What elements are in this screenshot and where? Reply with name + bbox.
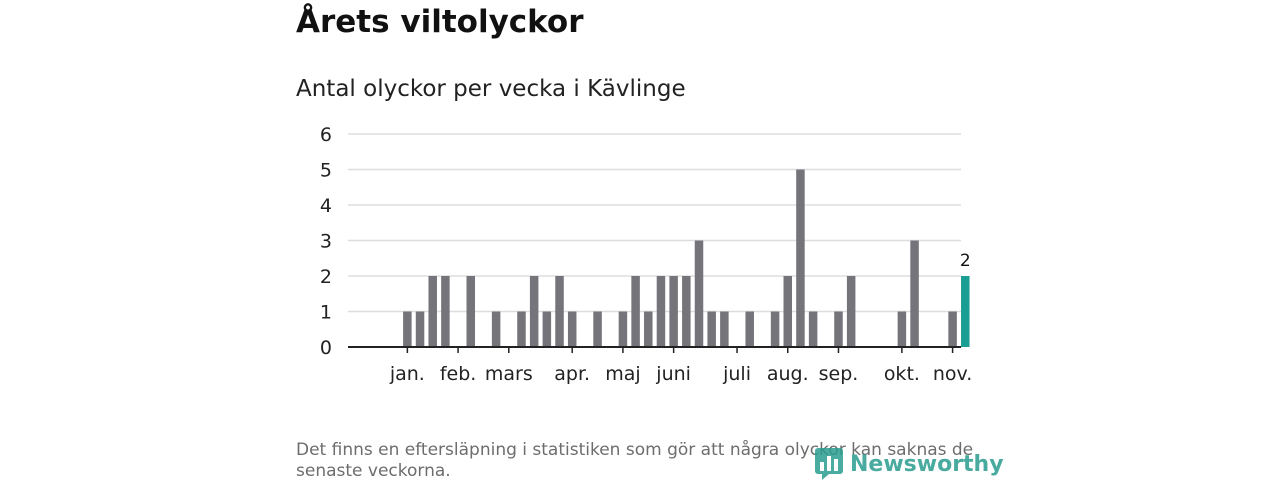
bar (517, 311, 526, 347)
x-tick-label: sep. (819, 363, 859, 385)
bar (783, 276, 793, 347)
bar (808, 311, 818, 347)
bar (770, 311, 780, 347)
bar (542, 311, 552, 347)
x-tick-label: nov. (933, 363, 972, 385)
bar (567, 311, 577, 347)
y-tick-label: 0 (320, 337, 332, 359)
x-tick-label: okt. (884, 363, 920, 385)
bar-value-label: 2 (960, 251, 971, 271)
y-tick-label: 1 (320, 302, 332, 324)
bar (669, 276, 678, 347)
bar (948, 311, 957, 347)
bar (644, 311, 653, 347)
bar (415, 311, 425, 347)
x-tick-label: apr. (554, 363, 590, 385)
bar (846, 276, 856, 347)
bar (745, 311, 754, 347)
y-tick-label: 2 (320, 266, 332, 288)
chart-subtitle: Antal olyckor per vecka i Kävlinge (296, 76, 686, 102)
bar (720, 311, 729, 347)
bar (834, 311, 843, 347)
bar (428, 276, 437, 347)
page-title: Årets viltolyckor (296, 4, 584, 40)
bar (656, 276, 666, 347)
y-tick-label: 6 (320, 124, 332, 146)
bar (897, 311, 907, 347)
bar (555, 276, 564, 347)
bar (466, 276, 476, 347)
y-tick-label: 3 (320, 231, 332, 253)
brand-logo[interactable]: Newsworthy (814, 446, 1004, 482)
y-tick-label: 5 (320, 160, 332, 182)
bar (491, 311, 501, 347)
x-tick-label: aug. (767, 363, 809, 385)
x-tick-label: mars (485, 363, 533, 385)
bar (694, 240, 704, 347)
bar (707, 311, 716, 347)
y-tick-label: 4 (320, 195, 332, 217)
bar (682, 276, 691, 347)
x-tick-label: jan. (389, 363, 425, 385)
bar (403, 311, 412, 347)
bar (618, 311, 628, 347)
x-tick-label: juli (722, 363, 751, 385)
bar (441, 276, 450, 347)
highlighted-bar (961, 276, 970, 347)
bar (910, 240, 919, 347)
x-tick-label: feb. (440, 363, 476, 385)
bar-chart: 0 1 2 3 4 5 6 2 jan. feb. mars apr. maj juni juli aug. s… (320, 124, 972, 385)
bar (529, 276, 539, 347)
brand-name: Newsworthy (850, 451, 1004, 477)
x-tick-label: juni (655, 363, 691, 385)
footnote: Det finns en eftersläpning i statistiken… (296, 440, 974, 481)
bar (631, 276, 640, 347)
bar (796, 169, 805, 347)
newsworthy-logo-icon (815, 448, 843, 480)
bar (593, 311, 602, 347)
x-tick-label: maj (605, 363, 640, 385)
